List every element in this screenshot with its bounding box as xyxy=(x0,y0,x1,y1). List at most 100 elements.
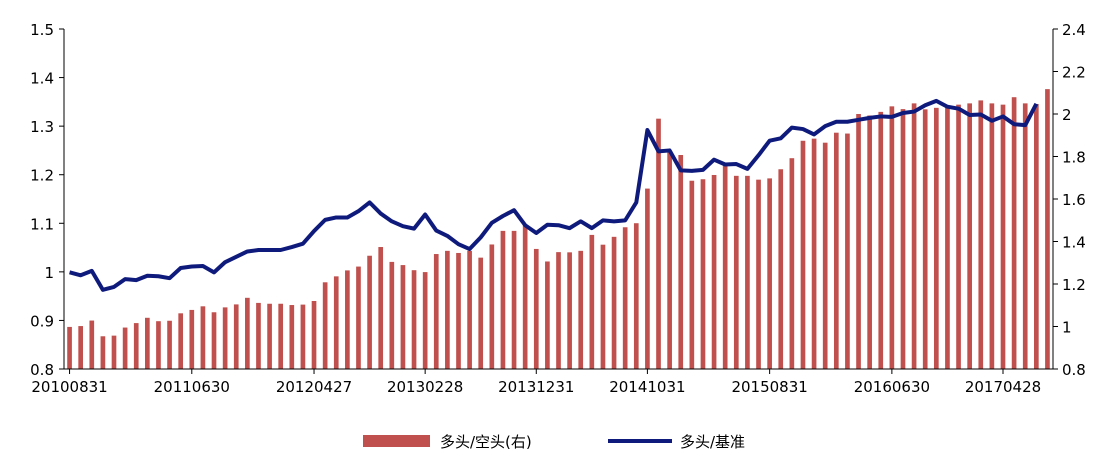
bar xyxy=(245,297,250,369)
bar xyxy=(145,317,150,369)
bar xyxy=(633,223,639,369)
bar xyxy=(178,313,184,369)
bar xyxy=(822,142,828,369)
right-tick-label: 0.8 xyxy=(1062,361,1086,379)
x-tick-label: 20160630 xyxy=(854,378,930,396)
bar xyxy=(922,109,928,369)
bar xyxy=(345,270,350,369)
bar xyxy=(845,133,850,369)
bar xyxy=(722,162,728,369)
bar xyxy=(856,114,861,369)
bar xyxy=(933,107,939,369)
bar xyxy=(578,250,584,369)
bar xyxy=(256,302,261,369)
bar xyxy=(1022,103,1028,369)
bar xyxy=(967,103,972,369)
bar xyxy=(733,175,739,369)
bar xyxy=(1000,104,1006,370)
legend: 多头/空头(右) 多头/基准 xyxy=(363,433,745,451)
bar xyxy=(1045,89,1050,369)
bar xyxy=(556,252,561,370)
right-tick-label: 1 xyxy=(1062,319,1072,337)
bar xyxy=(456,252,461,369)
bar xyxy=(956,104,961,370)
bar xyxy=(411,270,417,369)
left-tick-label: 1.5 xyxy=(30,21,54,39)
bar xyxy=(656,118,661,369)
bar xyxy=(189,309,195,369)
left-tick-label: 1 xyxy=(44,264,54,282)
bar xyxy=(511,230,517,370)
x-axis-ticks: 20100831 20110630 20120427 20130228 20131231… xyxy=(31,369,1041,396)
bar xyxy=(833,132,839,369)
bar xyxy=(800,140,806,369)
right-tick-label: 1.8 xyxy=(1062,149,1086,167)
bar xyxy=(589,234,595,369)
bar xyxy=(378,247,384,369)
bar xyxy=(156,321,161,369)
bar xyxy=(678,155,684,369)
bar xyxy=(367,255,372,369)
bar xyxy=(645,188,650,369)
bar xyxy=(122,327,128,369)
right-tick-label: 2.4 xyxy=(1062,21,1086,39)
bar xyxy=(878,111,884,369)
bar xyxy=(445,250,450,369)
bar xyxy=(489,244,495,369)
x-tick-label: 20130228 xyxy=(387,378,463,396)
bar xyxy=(900,109,906,370)
bar xyxy=(745,175,750,369)
bar xyxy=(667,152,672,369)
bar xyxy=(889,106,895,369)
bar xyxy=(611,236,617,369)
bar xyxy=(467,250,472,369)
bar xyxy=(978,100,984,370)
legend-line-label: 多头/基准 xyxy=(680,433,745,451)
bar xyxy=(700,179,706,369)
legend-bar-label: 多头/空头(右) xyxy=(440,433,532,451)
x-tick-label: 20110630 xyxy=(154,378,230,396)
left-tick-label: 0.8 xyxy=(30,361,54,379)
line-path xyxy=(69,98,1039,292)
bar xyxy=(289,305,295,369)
bar xyxy=(533,248,539,369)
bar xyxy=(545,261,550,369)
bar xyxy=(422,272,428,369)
bar xyxy=(989,103,995,369)
right-tick-label: 1.6 xyxy=(1062,191,1086,209)
bar xyxy=(778,169,784,369)
bar xyxy=(767,178,772,369)
bar xyxy=(689,180,695,369)
left-tick-label: 1.2 xyxy=(30,167,54,185)
legend-bar-swatch xyxy=(363,435,430,447)
right-axis-ticks: 0.8 1 1.2 1.4 1.6 1.8 2 2.2 2.4 xyxy=(1053,21,1086,379)
bar xyxy=(1011,97,1017,370)
left-tick-label: 0.9 xyxy=(30,312,54,330)
bar xyxy=(389,261,395,369)
bar xyxy=(811,138,817,369)
bar xyxy=(600,244,606,369)
bar xyxy=(333,276,339,369)
bar xyxy=(622,227,628,369)
bar-series xyxy=(67,89,1050,370)
x-tick-label: 20170428 xyxy=(965,378,1041,396)
bar xyxy=(267,303,272,369)
left-tick-label: 1.3 xyxy=(30,118,54,136)
bar xyxy=(711,174,717,369)
bar xyxy=(789,158,795,369)
right-tick-label: 2.2 xyxy=(1062,64,1086,82)
x-tick-label: 20150831 xyxy=(731,378,807,396)
left-axis-ticks: 0.8 0.9 1 1.1 1.2 1.3 1.4 1.5 xyxy=(30,21,64,379)
bar xyxy=(300,304,306,369)
x-tick-label: 20100831 xyxy=(31,378,107,396)
bar xyxy=(945,106,950,369)
bar xyxy=(911,103,917,369)
bar xyxy=(233,304,239,369)
bar xyxy=(78,326,83,369)
right-tick-label: 1.4 xyxy=(1062,234,1086,252)
bar xyxy=(167,320,172,369)
bar xyxy=(200,306,206,369)
x-tick-label: 20131231 xyxy=(498,378,574,396)
left-tick-label: 1.4 xyxy=(30,70,54,88)
